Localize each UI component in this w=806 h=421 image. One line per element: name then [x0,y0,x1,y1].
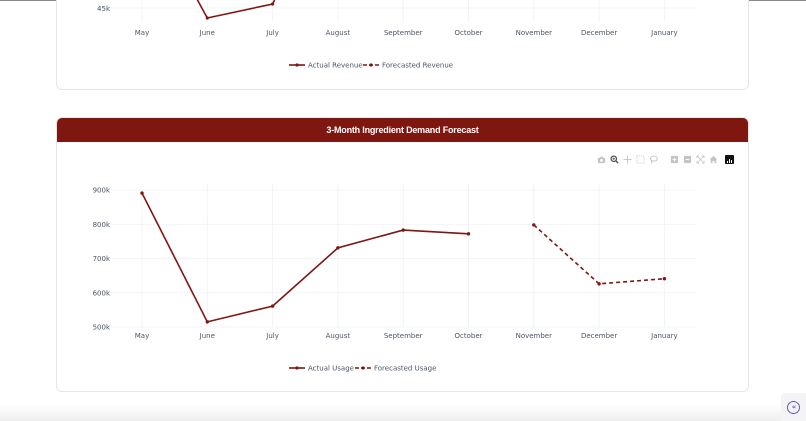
actual-usage-line[interactable] [141,192,469,323]
svg-text:Actual Usage: Actual Usage [308,365,354,373]
data-point[interactable] [205,320,209,324]
x-tick-label: January [650,29,678,37]
chart-title: 3-Month Ingredient Demand Forecast [57,118,748,142]
x-tick-label: October [454,29,482,37]
zoom-in-icon[interactable] [669,154,679,164]
x-tick-label: October [454,332,482,340]
legend-item-actual-usage[interactable]: Actual Usage [289,365,354,373]
x-tick-label: November [516,29,553,37]
y-tick-label: 800k [93,221,111,229]
y-tick-label: 900k [93,187,111,195]
x-tick-label: September [384,29,423,37]
x-tick-label: June [199,332,215,340]
x-tick-label: August [326,29,351,37]
data-point[interactable] [140,191,144,195]
actual-revenue-line[interactable] [192,0,276,19]
plotly-logo-icon[interactable] [725,154,734,164]
y-tick-label: 600k [93,289,111,297]
autoscale-icon[interactable] [695,154,705,164]
data-point[interactable] [401,228,405,232]
data-point[interactable] [270,304,275,308]
x-tick-label: July [265,29,279,37]
x-tick-label: May [135,332,149,340]
revenue-chart-plot[interactable]: 45k May June July August September October Nov… [57,0,750,90]
x-tick-label: November [516,332,553,340]
data-point[interactable] [597,282,601,286]
box-select-icon[interactable] [635,154,645,164]
legend-item-forecasted-usage[interactable]: Forecasted Usage [355,365,436,373]
demand-chart-plot[interactable]: 500k 600k 700k 800k 900k May June July August Se… [57,118,749,392]
svg-text:Forecasted Usage: Forecasted Usage [374,365,436,373]
y-tick-label: 700k [93,255,111,263]
revenue-legend: Actual Revenue Forecasted Revenue [289,62,453,70]
pan-icon[interactable] [622,154,632,164]
data-point[interactable] [662,277,667,281]
x-tick-label: December [581,332,617,340]
x-tick-label: August [326,332,351,340]
legend-item-forecasted-revenue[interactable]: Forecasted Revenue [363,62,453,70]
y-tick-label: 45k [97,5,111,13]
page-bottom-shadow [0,404,806,421]
x-tick-label: May [135,29,149,37]
zoom-out-icon[interactable] [682,154,692,164]
svg-text:Forecasted Revenue: Forecasted Revenue [382,62,453,70]
camera-icon[interactable] [596,154,606,164]
home-icon[interactable] [708,154,718,164]
x-tick-label: January [650,332,678,340]
svg-text:Actual Revenue: Actual Revenue [308,62,363,70]
sidebar-toggle-button[interactable]: « [781,393,806,421]
x-tick-label: December [581,29,617,37]
data-point[interactable] [336,246,340,250]
legend-item-actual-revenue[interactable]: Actual Revenue [289,62,363,70]
revenue-chart-card: 45k May June July August September October Nov… [56,0,749,90]
x-tick-label: June [199,29,215,37]
data-point[interactable] [466,232,471,236]
y-tick-label: 500k [93,324,111,332]
collapse-left-icon: « [787,400,800,414]
chart-modebar [596,154,734,164]
lasso-icon[interactable] [648,154,658,164]
x-tick-label: September [384,332,423,340]
zoom-icon[interactable] [609,154,619,164]
demand-legend: Actual Usage Forecasted Usage [289,365,436,373]
demand-forecast-card: 3-Month Ingredient Demand Forecast 500k 6… [56,117,749,392]
x-tick-label: July [265,332,279,340]
data-point[interactable] [532,223,536,227]
